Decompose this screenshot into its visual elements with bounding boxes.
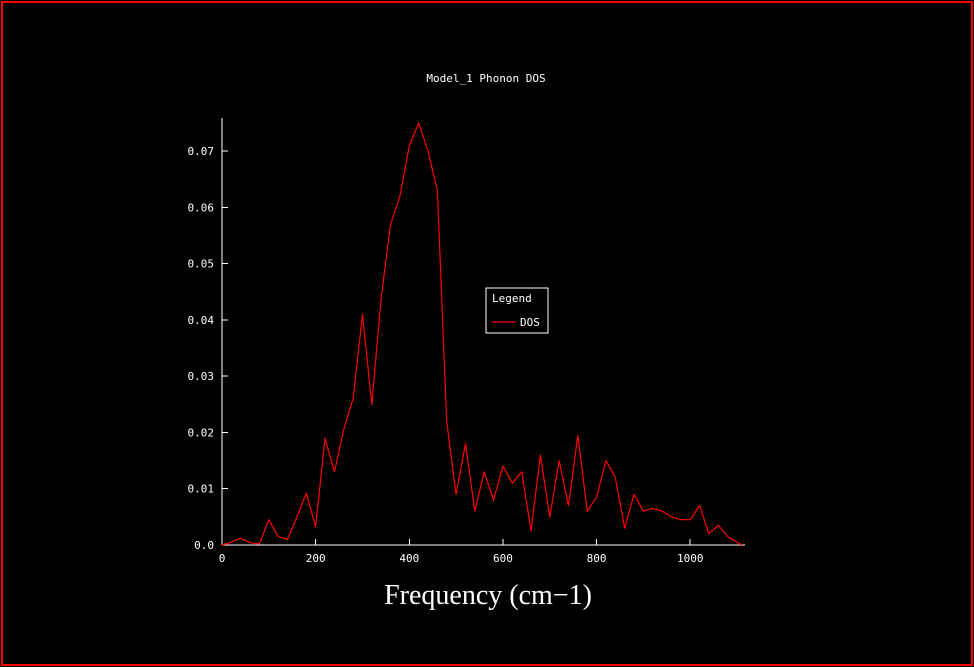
legend-entry-label: DOS — [520, 316, 540, 329]
y-tick-label: 0.0 — [194, 539, 214, 552]
dos-line-series — [221, 122, 743, 546]
legend: Legend DOS — [485, 287, 549, 334]
legend-title: Legend — [492, 292, 532, 305]
x-tick-label: 400 — [399, 552, 419, 565]
x-tick-label: 800 — [587, 552, 607, 565]
axes — [221, 118, 745, 546]
y-tick-label: 0.06 — [188, 201, 215, 214]
y-tick-label: 0.01 — [188, 483, 215, 496]
chart-title: Model_1 Phonon DOS — [426, 72, 545, 85]
x-tick-label: 0 — [219, 552, 226, 565]
x-tick-label: 1000 — [677, 552, 704, 565]
y-tick-label: 0.04 — [188, 314, 215, 327]
tick-labels: 0 200 400 600 800 1000 0.0 0.01 0.02 0.03 0.04 0.05… — [188, 145, 704, 565]
y-tick-label: 0.07 — [188, 145, 215, 158]
y-tick-label: 0.05 — [188, 258, 215, 271]
x-axis-label: Frequency (cm−1) — [384, 580, 592, 611]
x-tick-label: 600 — [493, 552, 513, 565]
y-tick-label: 0.03 — [188, 370, 215, 383]
legend-box — [485, 287, 549, 334]
y-tick-label: 0.02 — [188, 426, 215, 439]
x-tick-label: 200 — [306, 552, 326, 565]
dos-curve — [221, 122, 743, 546]
